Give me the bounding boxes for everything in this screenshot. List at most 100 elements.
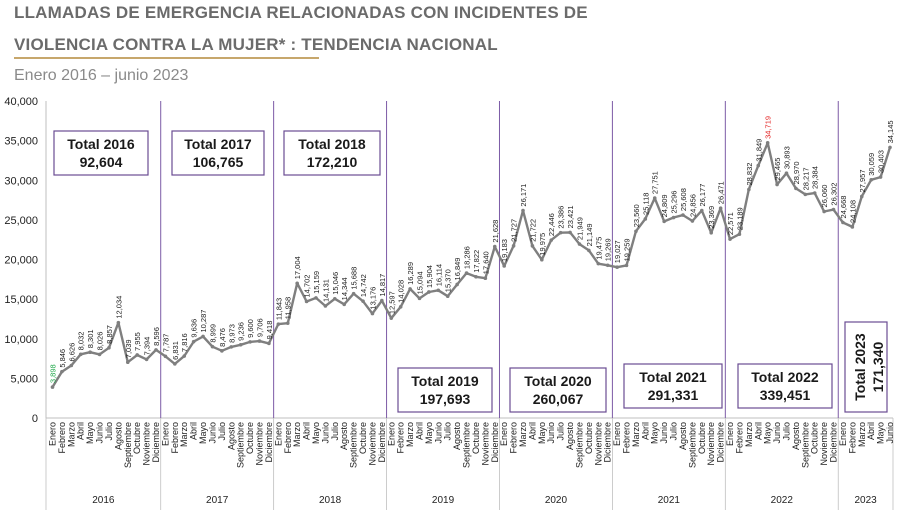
data-point [577, 242, 582, 246]
month-label: Marzo [405, 422, 415, 447]
month-label: Marzo [292, 422, 302, 447]
data-point [841, 220, 845, 225]
data-label: 3,898 [49, 364, 58, 383]
data-point [775, 182, 779, 187]
data-label: 12,597 [387, 291, 396, 314]
data-point [154, 348, 158, 352]
month-label: Julio [443, 422, 453, 441]
month-label: Marzo [744, 422, 754, 447]
data-point [794, 186, 798, 191]
total-box-value: 92,604 [80, 154, 123, 170]
data-label: 28,970 [792, 161, 801, 184]
total-box [283, 130, 381, 176]
year-label: 2018 [319, 495, 342, 506]
data-label: 19,475 [594, 237, 603, 260]
data-label: 16,114 [434, 264, 443, 286]
data-point [728, 237, 732, 241]
data-label: 30,403 [877, 150, 886, 173]
data-label: 9,706 [256, 318, 265, 337]
data-point [210, 344, 215, 349]
month-label: Septiembre [236, 422, 246, 468]
y-tick-label: 10,000 [4, 334, 38, 346]
data-point [681, 213, 685, 217]
month-label: Julio [556, 422, 566, 441]
month-label: Abril [753, 422, 763, 440]
data-label: 14,742 [359, 274, 368, 297]
y-tick-label: 40,000 [4, 96, 38, 108]
y-tick-label: 30,000 [4, 175, 38, 187]
data-label: 26,177 [698, 184, 707, 207]
month-label: Octubre [584, 422, 594, 454]
data-label: 19,259 [623, 238, 632, 261]
title-underline [14, 57, 319, 59]
data-label: 21,722 [528, 219, 537, 242]
data-point [285, 321, 290, 326]
data-label: 9,636 [190, 319, 199, 338]
y-tick-label: 25,000 [4, 215, 38, 227]
month-label: Diciembre [716, 422, 726, 463]
month-label: Agosto [452, 422, 462, 450]
total-box-title: Total 2023 [852, 333, 868, 401]
month-label: Enero [48, 422, 58, 446]
data-point [60, 369, 64, 374]
y-tick-label: 0 [32, 413, 38, 425]
data-label: 9,236 [237, 322, 246, 341]
data-point [869, 177, 873, 182]
month-label: Marzo [857, 422, 867, 447]
month-label: Marzo [631, 422, 641, 447]
data-point [88, 350, 92, 355]
data-point [587, 248, 591, 253]
data-point [671, 215, 676, 220]
total-box [844, 321, 888, 413]
month-label: Diciembre [829, 422, 839, 463]
data-label: 6,831 [171, 341, 180, 360]
data-point [474, 274, 478, 279]
data-label: 7,955 [133, 332, 142, 351]
month-label: Agosto [565, 422, 575, 450]
data-label: 24,108 [848, 200, 857, 223]
data-point [822, 209, 826, 214]
data-point [116, 320, 121, 325]
month-label: Julio [669, 422, 679, 441]
data-point [568, 230, 572, 235]
data-point [756, 163, 761, 168]
data-point [295, 281, 299, 286]
data-point [699, 208, 704, 213]
data-label: 7,816 [180, 333, 189, 352]
data-point [370, 311, 375, 316]
data-label: 7,039 [124, 339, 133, 358]
month-label: Agosto [339, 422, 349, 450]
month-label: Abril [302, 422, 312, 440]
data-point [511, 244, 516, 248]
total-box-value: 291,331 [648, 387, 699, 403]
data-label: 21,628 [491, 220, 500, 243]
data-label: 29,465 [773, 158, 782, 181]
chart-title-line2: VIOLENCIA CONTRA LA MUJER* : TENDENCIA N… [14, 35, 498, 54]
month-label: Diciembre [151, 422, 161, 463]
month-label: Septiembre [687, 422, 697, 468]
month-label: Mayo [537, 422, 547, 444]
data-point [436, 288, 441, 293]
data-label: 26,302 [830, 183, 839, 206]
month-label: Febrero [509, 422, 519, 454]
data-label: 31,849 [754, 139, 763, 162]
month-label: Octubre [810, 422, 820, 454]
data-label: 16,289 [406, 262, 415, 285]
data-label: 8,301 [86, 329, 95, 348]
month-label: Enero [612, 422, 622, 446]
total-box-value: 172,210 [307, 154, 358, 170]
data-label: 23,421 [566, 205, 575, 228]
data-label: 28,217 [801, 167, 810, 190]
data-point [492, 244, 497, 249]
total-box-value: 171,340 [870, 341, 886, 392]
data-point [540, 257, 544, 262]
data-label: 28,832 [745, 163, 754, 186]
month-label: Mayo [198, 422, 208, 444]
month-label: Julio [217, 422, 227, 441]
data-label: 21,149 [585, 223, 594, 246]
data-label: 30,893 [782, 146, 791, 169]
month-label: Octubre [358, 422, 368, 454]
month-label: Marzo [518, 422, 528, 447]
data-point [455, 282, 459, 287]
data-label: 15,094 [415, 271, 424, 294]
